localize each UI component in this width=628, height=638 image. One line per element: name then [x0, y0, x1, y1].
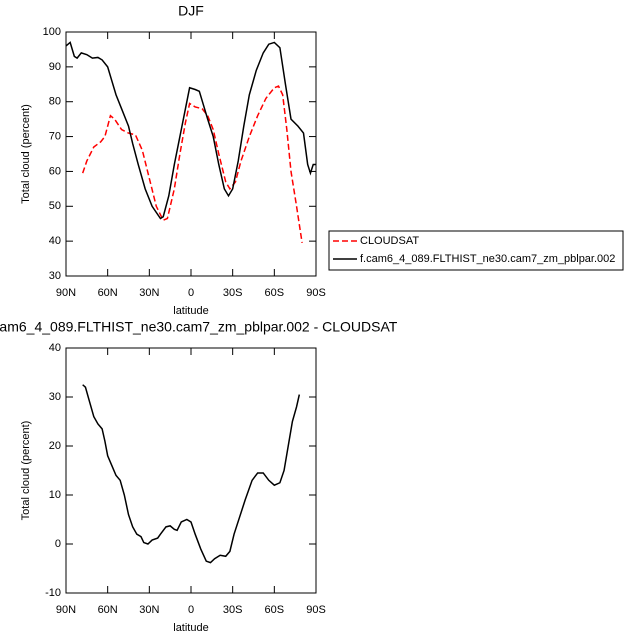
y-tick-label: 60: [49, 165, 61, 177]
y-tick-label: 30: [49, 270, 61, 282]
y-tick-label: 100: [43, 26, 61, 38]
data-line: [81, 85, 303, 244]
y-tick-label: 50: [49, 200, 61, 212]
data-line: [65, 41, 316, 220]
x-tick-label: 60N: [98, 287, 118, 299]
legend-box: [328, 230, 624, 271]
y-tick-label: -10: [45, 587, 61, 599]
plot-frame: [65, 31, 317, 277]
x-tick-label: 90N: [56, 604, 76, 616]
y-tick-label: 40: [49, 342, 61, 354]
y-tick-label: 90: [49, 61, 61, 73]
x-tick-label: 30S: [223, 604, 243, 616]
x-tick-label: 30N: [139, 287, 159, 299]
y-axis-label: Total cloud (percent): [20, 104, 32, 204]
x-tick-label: 60S: [265, 287, 285, 299]
legend-label: CLOUDSAT: [360, 235, 419, 247]
y-tick-label: 20: [49, 440, 61, 452]
y-tick-label: 10: [49, 489, 61, 501]
chart-title: f.cam6_4_089.FLTHIST_ne30.cam7_zm_pblpar…: [0, 319, 398, 335]
x-tick-label: 60S: [265, 604, 285, 616]
y-tick-label: 30: [49, 391, 61, 403]
x-tick-label: 30N: [139, 604, 159, 616]
x-axis-label: latitude: [173, 622, 208, 634]
x-tick-label: 90S: [306, 604, 326, 616]
x-tick-label: 60N: [98, 604, 118, 616]
y-tick-label: 0: [55, 538, 61, 550]
x-tick-label: 0: [188, 604, 194, 616]
chart-title: DJF: [178, 3, 204, 19]
y-tick-label: 80: [49, 96, 61, 108]
y-tick-label: 40: [49, 235, 61, 247]
legend-label: f.cam6_4_089.FLTHIST_ne30.cam7_zm_pblpar…: [360, 253, 615, 265]
x-tick-label: 0: [188, 287, 194, 299]
y-tick-label: 70: [49, 130, 61, 142]
x-tick-label: 30S: [223, 287, 243, 299]
data-line: [82, 384, 301, 564]
x-axis-label: latitude: [173, 305, 208, 317]
plot-frame: [65, 347, 317, 594]
x-tick-label: 90S: [306, 287, 326, 299]
y-axis-label: Total cloud (percent): [20, 421, 32, 521]
x-tick-label: 90N: [56, 287, 76, 299]
